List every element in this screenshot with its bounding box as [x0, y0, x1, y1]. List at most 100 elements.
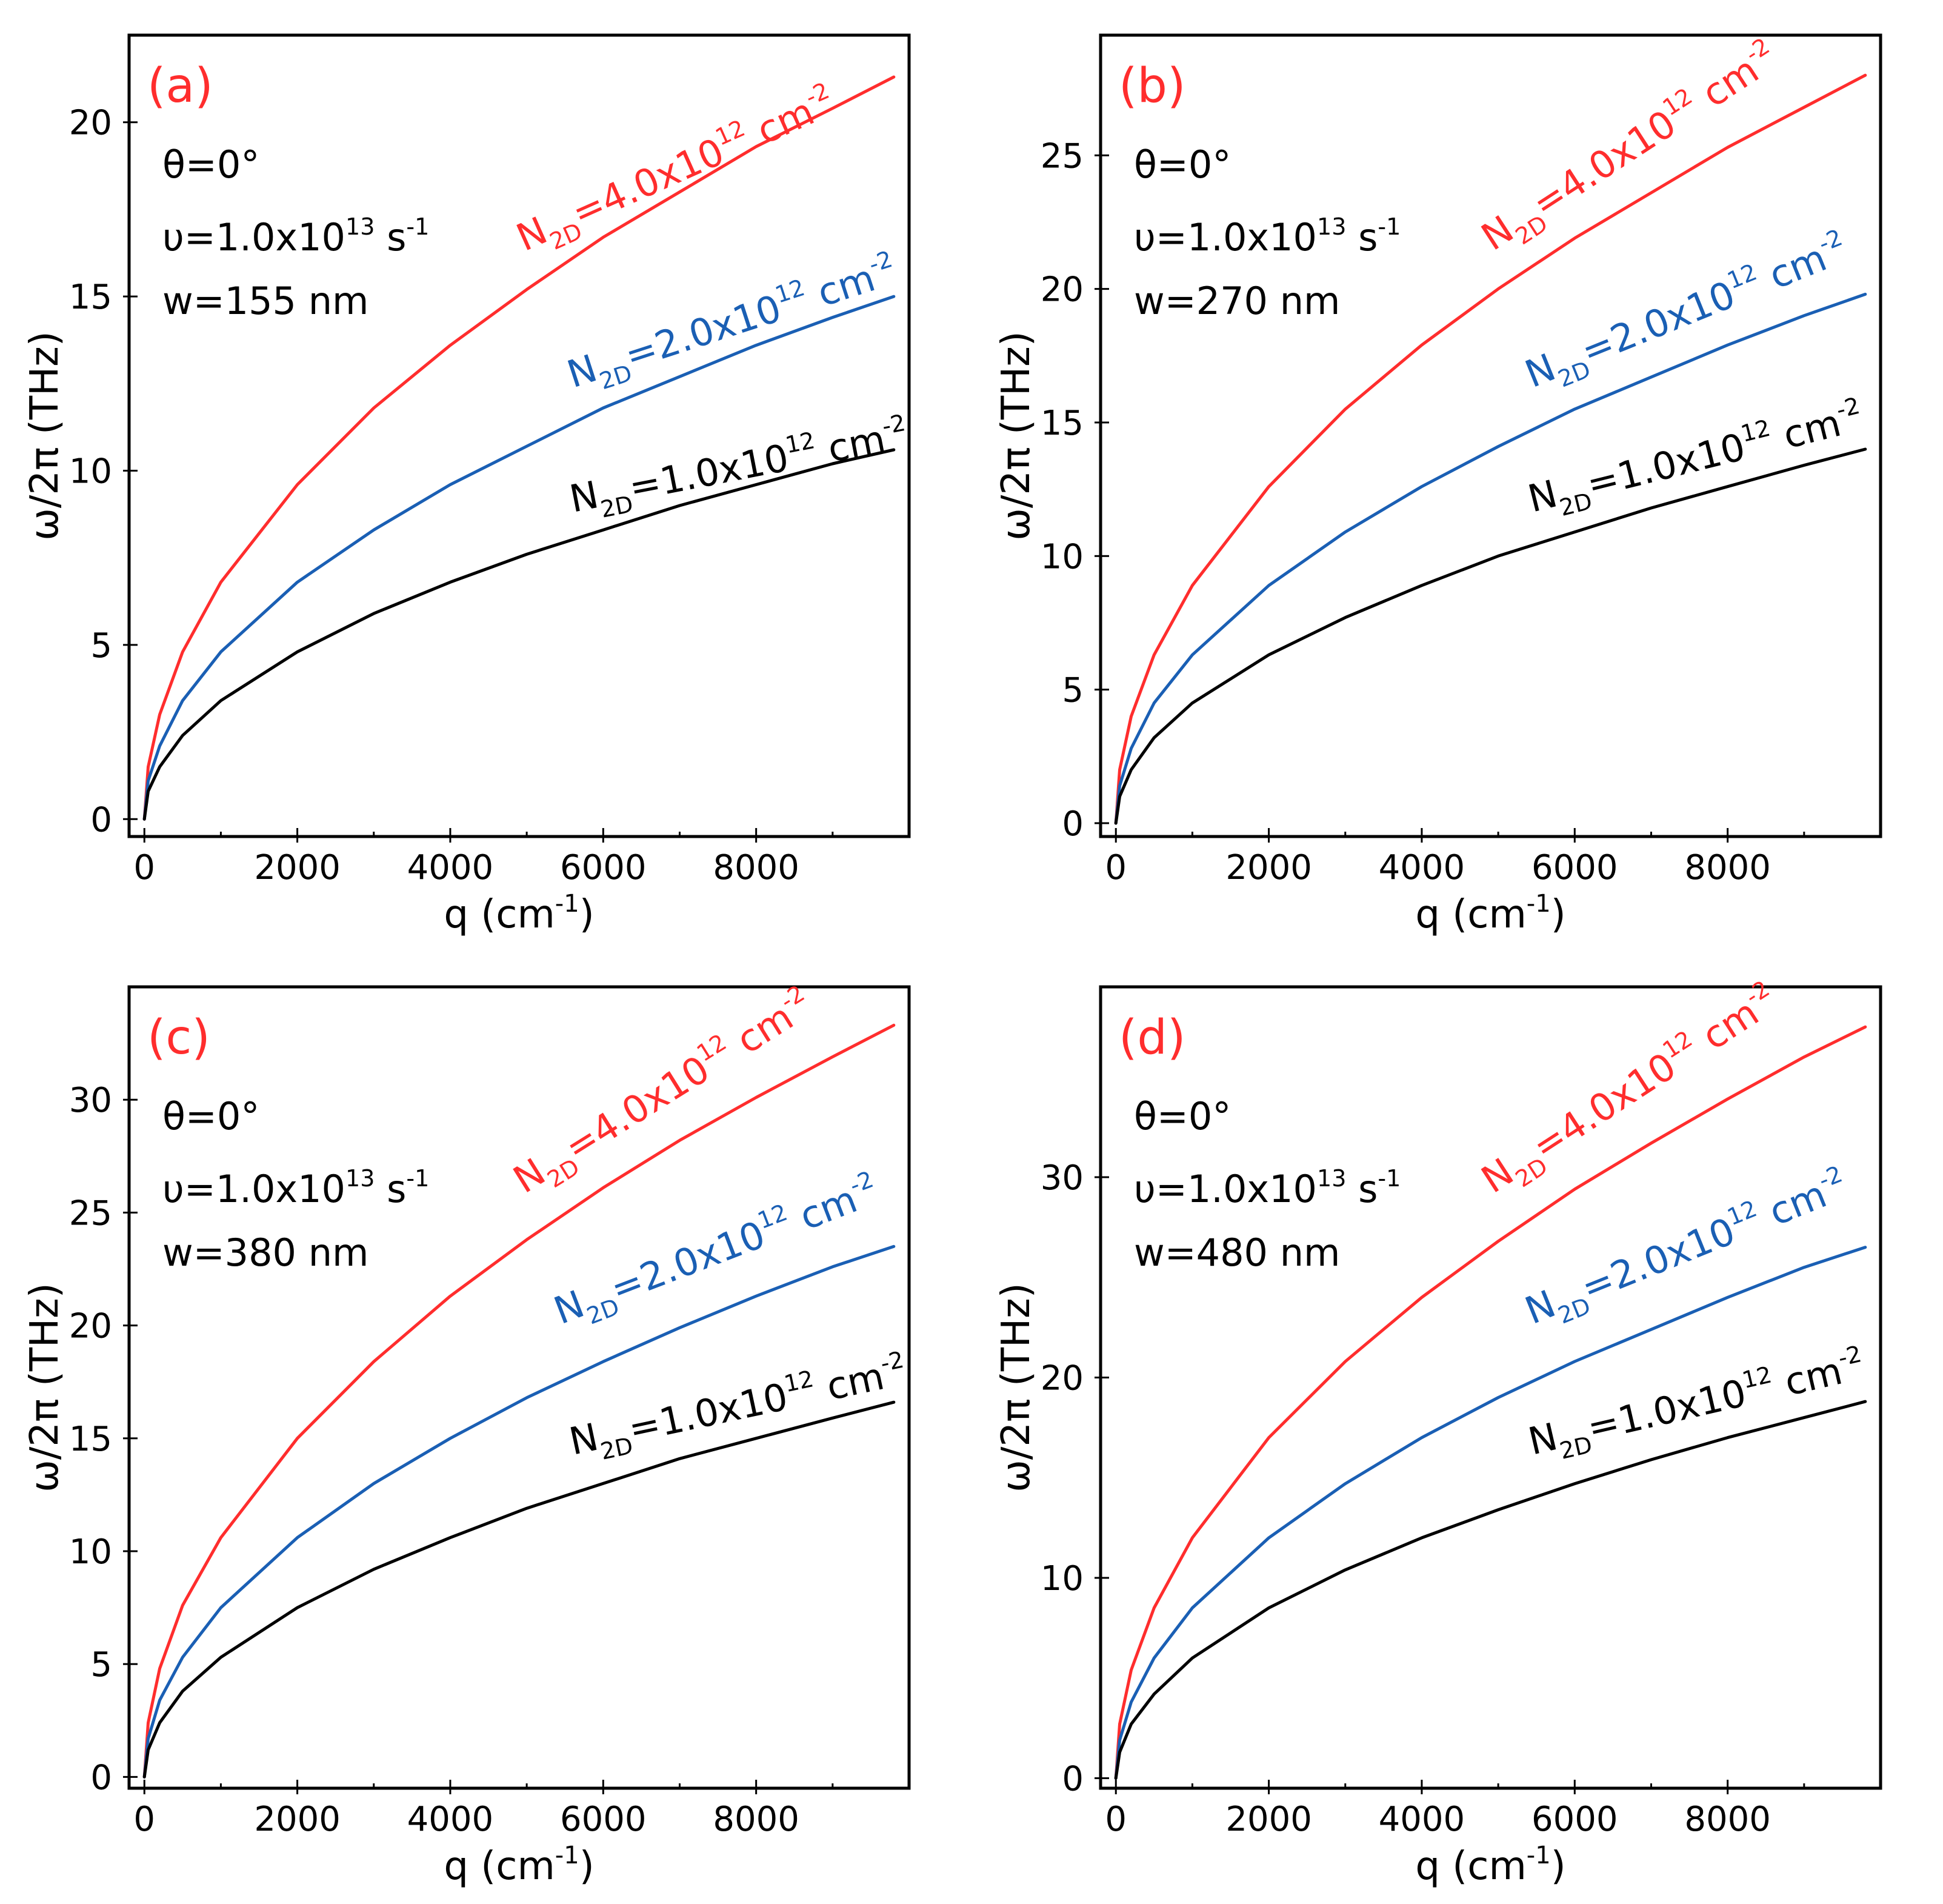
nu-param: υ=1.0x1013 s-1	[162, 1165, 429, 1211]
series-line-3	[142, 1400, 896, 1779]
series-line-3	[1114, 447, 1867, 825]
y-tick-label: 20	[69, 1307, 112, 1346]
x-tick-label: 6000	[560, 1800, 647, 1839]
parameter-block: θ=0° υ=1.0x1013 s-1 w=380 nm	[162, 1094, 429, 1275]
x-axis: 0 2000 4000 6000 8000	[133, 828, 834, 887]
x-tick-label: 6000	[1531, 848, 1618, 887]
y-axis-label: ω/2π (THz)	[22, 1283, 67, 1492]
x-tick-label: 4000	[407, 848, 494, 887]
series-line-2	[1114, 292, 1867, 825]
width-param: w=155 nm	[162, 279, 368, 323]
y-tick-label: 5	[90, 1645, 112, 1685]
curve-label-3: N2D=1.0x1012 cm-2	[1523, 392, 1869, 528]
nu-param: υ=1.0x1013 s-1	[162, 213, 429, 259]
curves	[1114, 73, 1867, 825]
curve-label-1: N2D=4.0x1012 cm-2	[508, 77, 844, 267]
parameter-block: θ=0° υ=1.0x1013 s-1 w=480 nm	[1134, 1094, 1401, 1275]
curves	[142, 75, 896, 821]
nu-param: υ=1.0x1013 s-1	[1134, 213, 1401, 259]
y-tick-label: 15	[69, 1420, 112, 1459]
series-line-3	[1114, 1400, 1867, 1780]
y-tick-label: 15	[69, 278, 112, 317]
panel-label: (b)	[1119, 59, 1185, 113]
curve-label-1: N2D=4.0x1012 cm-2	[504, 980, 824, 1208]
width-param: w=480 nm	[1134, 1231, 1340, 1275]
x-axis-label: q (cm-1)	[1415, 890, 1565, 937]
panel-label: (a)	[147, 59, 213, 113]
parameter-block: θ=0° υ=1.0x1013 s-1 w=155 nm	[162, 142, 429, 323]
x-tick-label: 2000	[1225, 1800, 1312, 1839]
y-axis-label: ω/2π (THz)	[994, 331, 1039, 541]
theta-param: θ=0°	[162, 142, 259, 187]
x-tick-label: 8000	[1684, 1800, 1771, 1839]
panel-c: 0 2000 4000 6000 8000 0 5 10 15 20 25 30 q (cm-1) ω/2…	[0, 952, 972, 1903]
series-line-2	[142, 1244, 896, 1779]
y-tick-label: 0	[90, 800, 112, 840]
width-param: w=380 nm	[162, 1231, 368, 1275]
y-tick-label: 25	[69, 1194, 112, 1233]
x-tick-label: 0	[133, 848, 155, 887]
x-tick-label: 4000	[407, 1800, 494, 1839]
y-axis: 0 5 10 15 20	[69, 104, 138, 840]
x-axis: 0 2000 4000 6000 8000	[133, 1780, 834, 1839]
x-tick-label: 2000	[1225, 848, 1312, 887]
series-line-2	[142, 295, 896, 821]
y-axis: 0 10 20 30	[1041, 1158, 1109, 1799]
panel-d: 0 2000 4000 6000 8000 0 10 20 30 q (cm-1) ω/2π (TH…	[972, 952, 1943, 1903]
series-line-3	[142, 448, 896, 821]
x-tick-label: 0	[1105, 1800, 1127, 1839]
x-tick-label: 4000	[1379, 1800, 1465, 1839]
x-tick-label: 8000	[713, 1800, 799, 1839]
y-tick-label: 10	[69, 452, 112, 491]
series-line-1	[142, 1023, 896, 1779]
y-tick-label: 30	[1041, 1158, 1084, 1198]
curve-label-3: N2D=1.0x1012 cm-2	[565, 409, 913, 528]
plot-frame	[127, 985, 911, 1790]
x-axis-label: q (cm-1)	[444, 1842, 594, 1889]
y-axis: 0 5 10 15 20 25 30	[69, 1081, 138, 1797]
x-tick-label: 8000	[713, 848, 799, 887]
theta-param: θ=0°	[162, 1094, 259, 1138]
panel-label: (c)	[147, 1010, 210, 1065]
y-tick-label: 5	[1062, 671, 1084, 710]
y-tick-label: 10	[69, 1532, 112, 1572]
curves	[1114, 1025, 1867, 1780]
parameter-block: θ=0° υ=1.0x1013 s-1 w=270 nm	[1134, 142, 1401, 323]
curve-label-3: N2D=1.0x1012 cm-2	[565, 1346, 912, 1471]
y-tick-label: 5	[90, 626, 112, 666]
curve-label-1: N2D=4.0x1012 cm-2	[1472, 33, 1790, 266]
nu-param: υ=1.0x1013 s-1	[1134, 1165, 1401, 1211]
theta-param: θ=0°	[1134, 1094, 1231, 1138]
x-tick-label: 4000	[1379, 848, 1465, 887]
x-axis-label: q (cm-1)	[444, 890, 594, 937]
series-line-1	[1114, 1025, 1867, 1780]
y-axis: 0 5 10 15 20 25	[1041, 136, 1109, 844]
panel-label: (d)	[1119, 1010, 1185, 1065]
x-tick-label: 8000	[1684, 848, 1771, 887]
series-line-1	[142, 75, 896, 821]
chart-svg: 0 2000 4000 6000 8000 0 10 20 30 q (cm-1) ω/2π (TH…	[994, 975, 1882, 1889]
y-tick-label: 20	[1041, 270, 1084, 310]
y-tick-label: 10	[1041, 537, 1084, 576]
chart-svg: 0 2000 4000 6000 8000 0 5 10 15 20 25 q (cm-1) ω/2π …	[994, 33, 1882, 937]
curves	[142, 1023, 896, 1779]
y-axis-label: ω/2π (THz)	[994, 1283, 1039, 1492]
y-tick-label: 20	[69, 104, 112, 143]
plot-frame	[127, 33, 911, 838]
width-param: w=270 nm	[1134, 279, 1340, 323]
y-tick-label: 0	[1062, 804, 1084, 844]
series-line-1	[1114, 73, 1867, 825]
x-axis: 0 2000 4000 6000 8000	[1105, 1780, 1805, 1839]
plot-frame	[1099, 33, 1882, 838]
x-tick-label: 6000	[560, 848, 647, 887]
x-tick-label: 6000	[1531, 1800, 1618, 1839]
x-axis-label: q (cm-1)	[1415, 1842, 1565, 1889]
y-tick-label: 20	[1041, 1358, 1084, 1398]
y-tick-label: 15	[1041, 404, 1084, 443]
chart-svg: 0 2000 4000 6000 8000 0 5 10 15 20 q (cm-1) ω/2π (T…	[22, 33, 913, 937]
y-tick-label: 0	[1062, 1759, 1084, 1799]
y-tick-label: 30	[69, 1081, 112, 1120]
